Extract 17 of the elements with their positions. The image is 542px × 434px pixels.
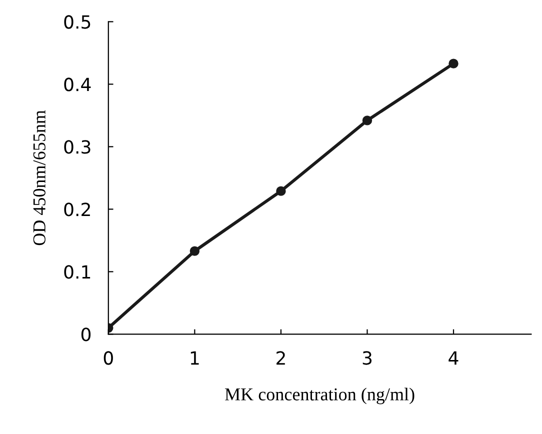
y-tick-label: 0.4 (64, 78, 91, 92)
point (276, 186, 286, 196)
y-tick-label: 0 (81, 328, 91, 342)
y-tick-label: 0.5 (64, 15, 90, 29)
y-tick-label: 0.2 (64, 202, 90, 216)
point (362, 116, 372, 126)
y-tick-label: 0.1 (64, 265, 90, 279)
x-tick-label: 2 (276, 351, 285, 365)
x-tick-label: 4 (448, 351, 458, 365)
x-tick-label: 1 (190, 351, 199, 365)
x-axis-title: MK concentration (ng/ml) (225, 388, 414, 404)
point (448, 58, 458, 68)
y-tick-label: 0.3 (64, 140, 90, 154)
y-axis-title: OD 450nm/655nm (33, 110, 46, 246)
point (190, 246, 200, 256)
x-tick-label: 0 (104, 351, 113, 365)
x-tick-label: 3 (362, 351, 372, 365)
